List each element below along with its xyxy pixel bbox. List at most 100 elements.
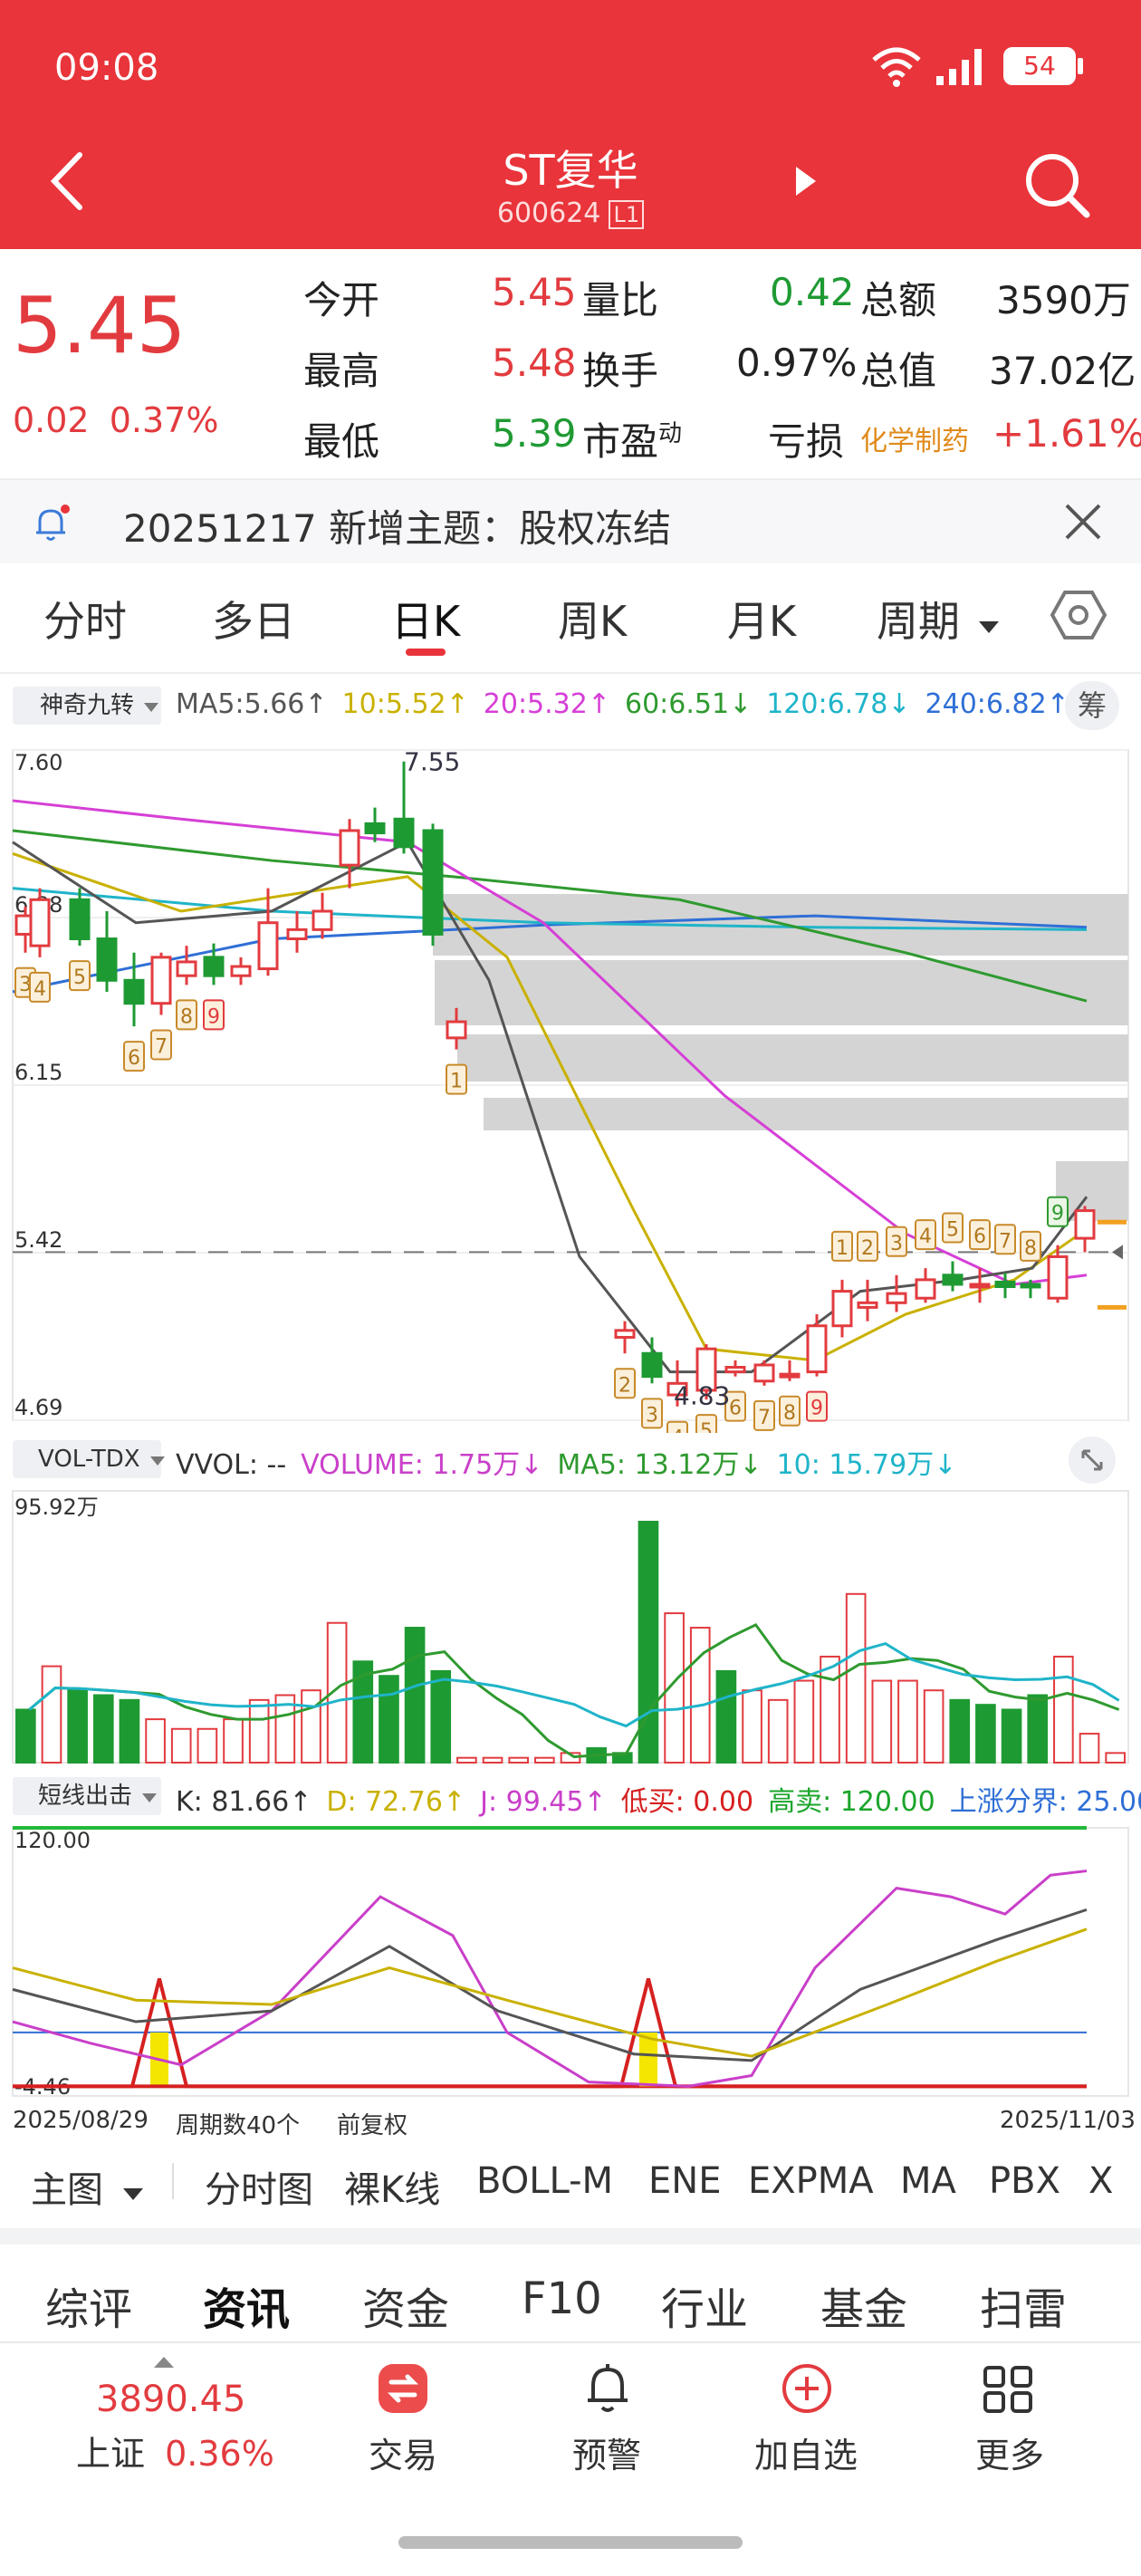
nav-alert[interactable]: 预警 — [557, 2362, 657, 2475]
bell-icon — [588, 2364, 628, 2412]
candle — [339, 829, 360, 867]
nine-turn-badge — [969, 1219, 991, 1251]
adjust-mode[interactable]: 前复权 — [337, 2112, 408, 2139]
candle — [806, 1324, 828, 1374]
kdj-max-label: 120.00 — [14, 1828, 91, 1853]
nine-turn-badge — [446, 1063, 467, 1095]
axis-end-date: 2025/11/03 — [1000, 2107, 1136, 2134]
nine-turn-badge — [203, 999, 225, 1031]
bottom-tab[interactable]: 基金 — [820, 2284, 908, 2335]
volume-bar — [742, 1689, 762, 1764]
indicator-tab[interactable]: EXPMA — [748, 2160, 874, 2202]
period-count: 周期数40个 — [176, 2112, 301, 2139]
bottom-tab[interactable]: 综评 — [45, 2284, 133, 2335]
back-button[interactable] — [45, 149, 100, 213]
nine-turn-badge — [150, 1029, 172, 1061]
indicator-tab[interactable]: BOLL-M — [476, 2160, 614, 2202]
kdj-chart[interactable]: 120.00-4.46 — [0, 1822, 1141, 2103]
ma-line — [12, 799, 1088, 1286]
volume-chart[interactable]: 95.92万 — [0, 1487, 1141, 1770]
tab-period-label: 周期 — [877, 597, 960, 646]
bottom-tab[interactable]: 资讯 — [203, 2284, 291, 2335]
industry-tag[interactable]: 化学制药 — [860, 426, 969, 457]
kdj-selector[interactable]: 短线出击 — [13, 1777, 161, 1815]
tab-fenshi[interactable]: 分时 — [43, 597, 127, 646]
tab-duori[interactable]: 多日 — [212, 597, 295, 646]
volume-bar — [767, 1698, 789, 1764]
bottom-tab[interactable]: 行业 — [661, 2284, 749, 2335]
settings-button[interactable] — [1050, 587, 1107, 647]
kdj-line — [12, 1908, 1088, 2062]
candle — [203, 956, 225, 977]
chip-button[interactable]: 筹 — [1065, 681, 1119, 730]
nine-turn-number: 8 — [783, 1402, 796, 1425]
nav-add-watch-label: 加自选 — [753, 2436, 858, 2475]
caret-down-icon — [142, 1793, 158, 1802]
indicator-tab[interactable]: PBX — [989, 2160, 1060, 2202]
main-chart-selector[interactable]: 主图 — [31, 2160, 144, 2213]
indicator-tab[interactable]: ENE — [648, 2160, 722, 2202]
volume-bar — [820, 1655, 840, 1764]
ma-legend-item: 240:6.82↑ — [925, 688, 1069, 720]
buy-signal-line — [13, 1977, 1087, 2089]
volume-bar — [923, 1689, 944, 1764]
section-gap — [0, 2228, 1141, 2244]
tab-rik[interactable]: 日K — [391, 597, 461, 646]
quote-value: 0.97% — [736, 341, 858, 385]
indicator-tab[interactable]: 裸K线 — [344, 2169, 441, 2211]
tab-zhouk[interactable]: 周K — [558, 597, 628, 646]
play-arrow-icon — [796, 167, 816, 196]
candle — [857, 1301, 878, 1309]
home-indicator[interactable] — [398, 2536, 743, 2549]
nav-more[interactable]: 更多 — [960, 2362, 1060, 2475]
quote-value: 5.39 — [492, 411, 577, 456]
nine-turn-number: 9 — [1051, 1203, 1064, 1226]
nine-turn-badge — [666, 1420, 688, 1433]
candle — [831, 1290, 853, 1328]
close-notice-button[interactable] — [1061, 500, 1105, 547]
vol-selector-label: VOL-TDX — [38, 1446, 140, 1473]
nine-turn-number: 6 — [973, 1226, 986, 1248]
indicator-tab[interactable]: MA — [900, 2160, 956, 2202]
bottom-tab[interactable]: 扫雷 — [980, 2284, 1068, 2335]
candle — [257, 921, 279, 971]
candle — [123, 978, 145, 1005]
volume-bar — [456, 1756, 477, 1764]
search-icon — [1026, 154, 1090, 218]
index-name: 上证 — [76, 2434, 146, 2474]
battery-level: 54 — [1007, 51, 1072, 82]
divider — [0, 2341, 1141, 2343]
price-axis-label: 5.42 — [14, 1227, 62, 1253]
nine-turn-badge — [1047, 1196, 1069, 1227]
nine-turn-number: 4 — [34, 978, 46, 1001]
search-button[interactable] — [1021, 149, 1094, 226]
candle — [150, 956, 172, 1005]
next-stock-button[interactable] — [792, 163, 820, 203]
battery-tip — [1078, 58, 1083, 74]
indicator-tab[interactable]: X — [1088, 2160, 1114, 2202]
index-widget[interactable]: 3890.45 上证 0.36% — [36, 2355, 274, 2474]
indicator-tab[interactable]: 分时图 — [205, 2169, 313, 2211]
ma-legend-item: 60:6.51↓ — [624, 688, 753, 720]
nine-turn-number: 7 — [999, 1230, 1012, 1253]
nav-trade[interactable]: 交易 — [353, 2362, 453, 2475]
nine-turn-badge — [857, 1230, 878, 1262]
vol-selector[interactable]: VOL-TDX — [13, 1440, 165, 1478]
up-triangle-icon — [154, 2357, 174, 2368]
expand-button[interactable] — [1069, 1437, 1116, 1484]
stock-title: ST复华 — [503, 146, 638, 195]
tab-active-indicator — [406, 649, 446, 656]
nine-turn-badge — [831, 1230, 853, 1262]
nav-add-watch[interactable]: 加自选 — [743, 2362, 869, 2475]
bottom-tab[interactable]: 资金 — [362, 2284, 450, 2335]
quote-label: 市盈动 — [582, 411, 682, 466]
bottom-tab[interactable]: F10 — [522, 2273, 602, 2324]
divider — [0, 672, 1141, 674]
notice-bar[interactable]: 20251217 新增主题：股权冻结 — [0, 480, 1141, 563]
tab-period[interactable]: 周期 — [877, 589, 1001, 649]
quote-value: 5.45 — [492, 270, 577, 314]
kline-chart[interactable]: 7.606.886.155.424.6934567891234567891234… — [0, 735, 1141, 1433]
tab-yuek[interactable]: 月K — [727, 597, 797, 646]
overlay-selector[interactable]: 神奇九转 — [13, 687, 161, 725]
volume-bar — [949, 1698, 971, 1764]
